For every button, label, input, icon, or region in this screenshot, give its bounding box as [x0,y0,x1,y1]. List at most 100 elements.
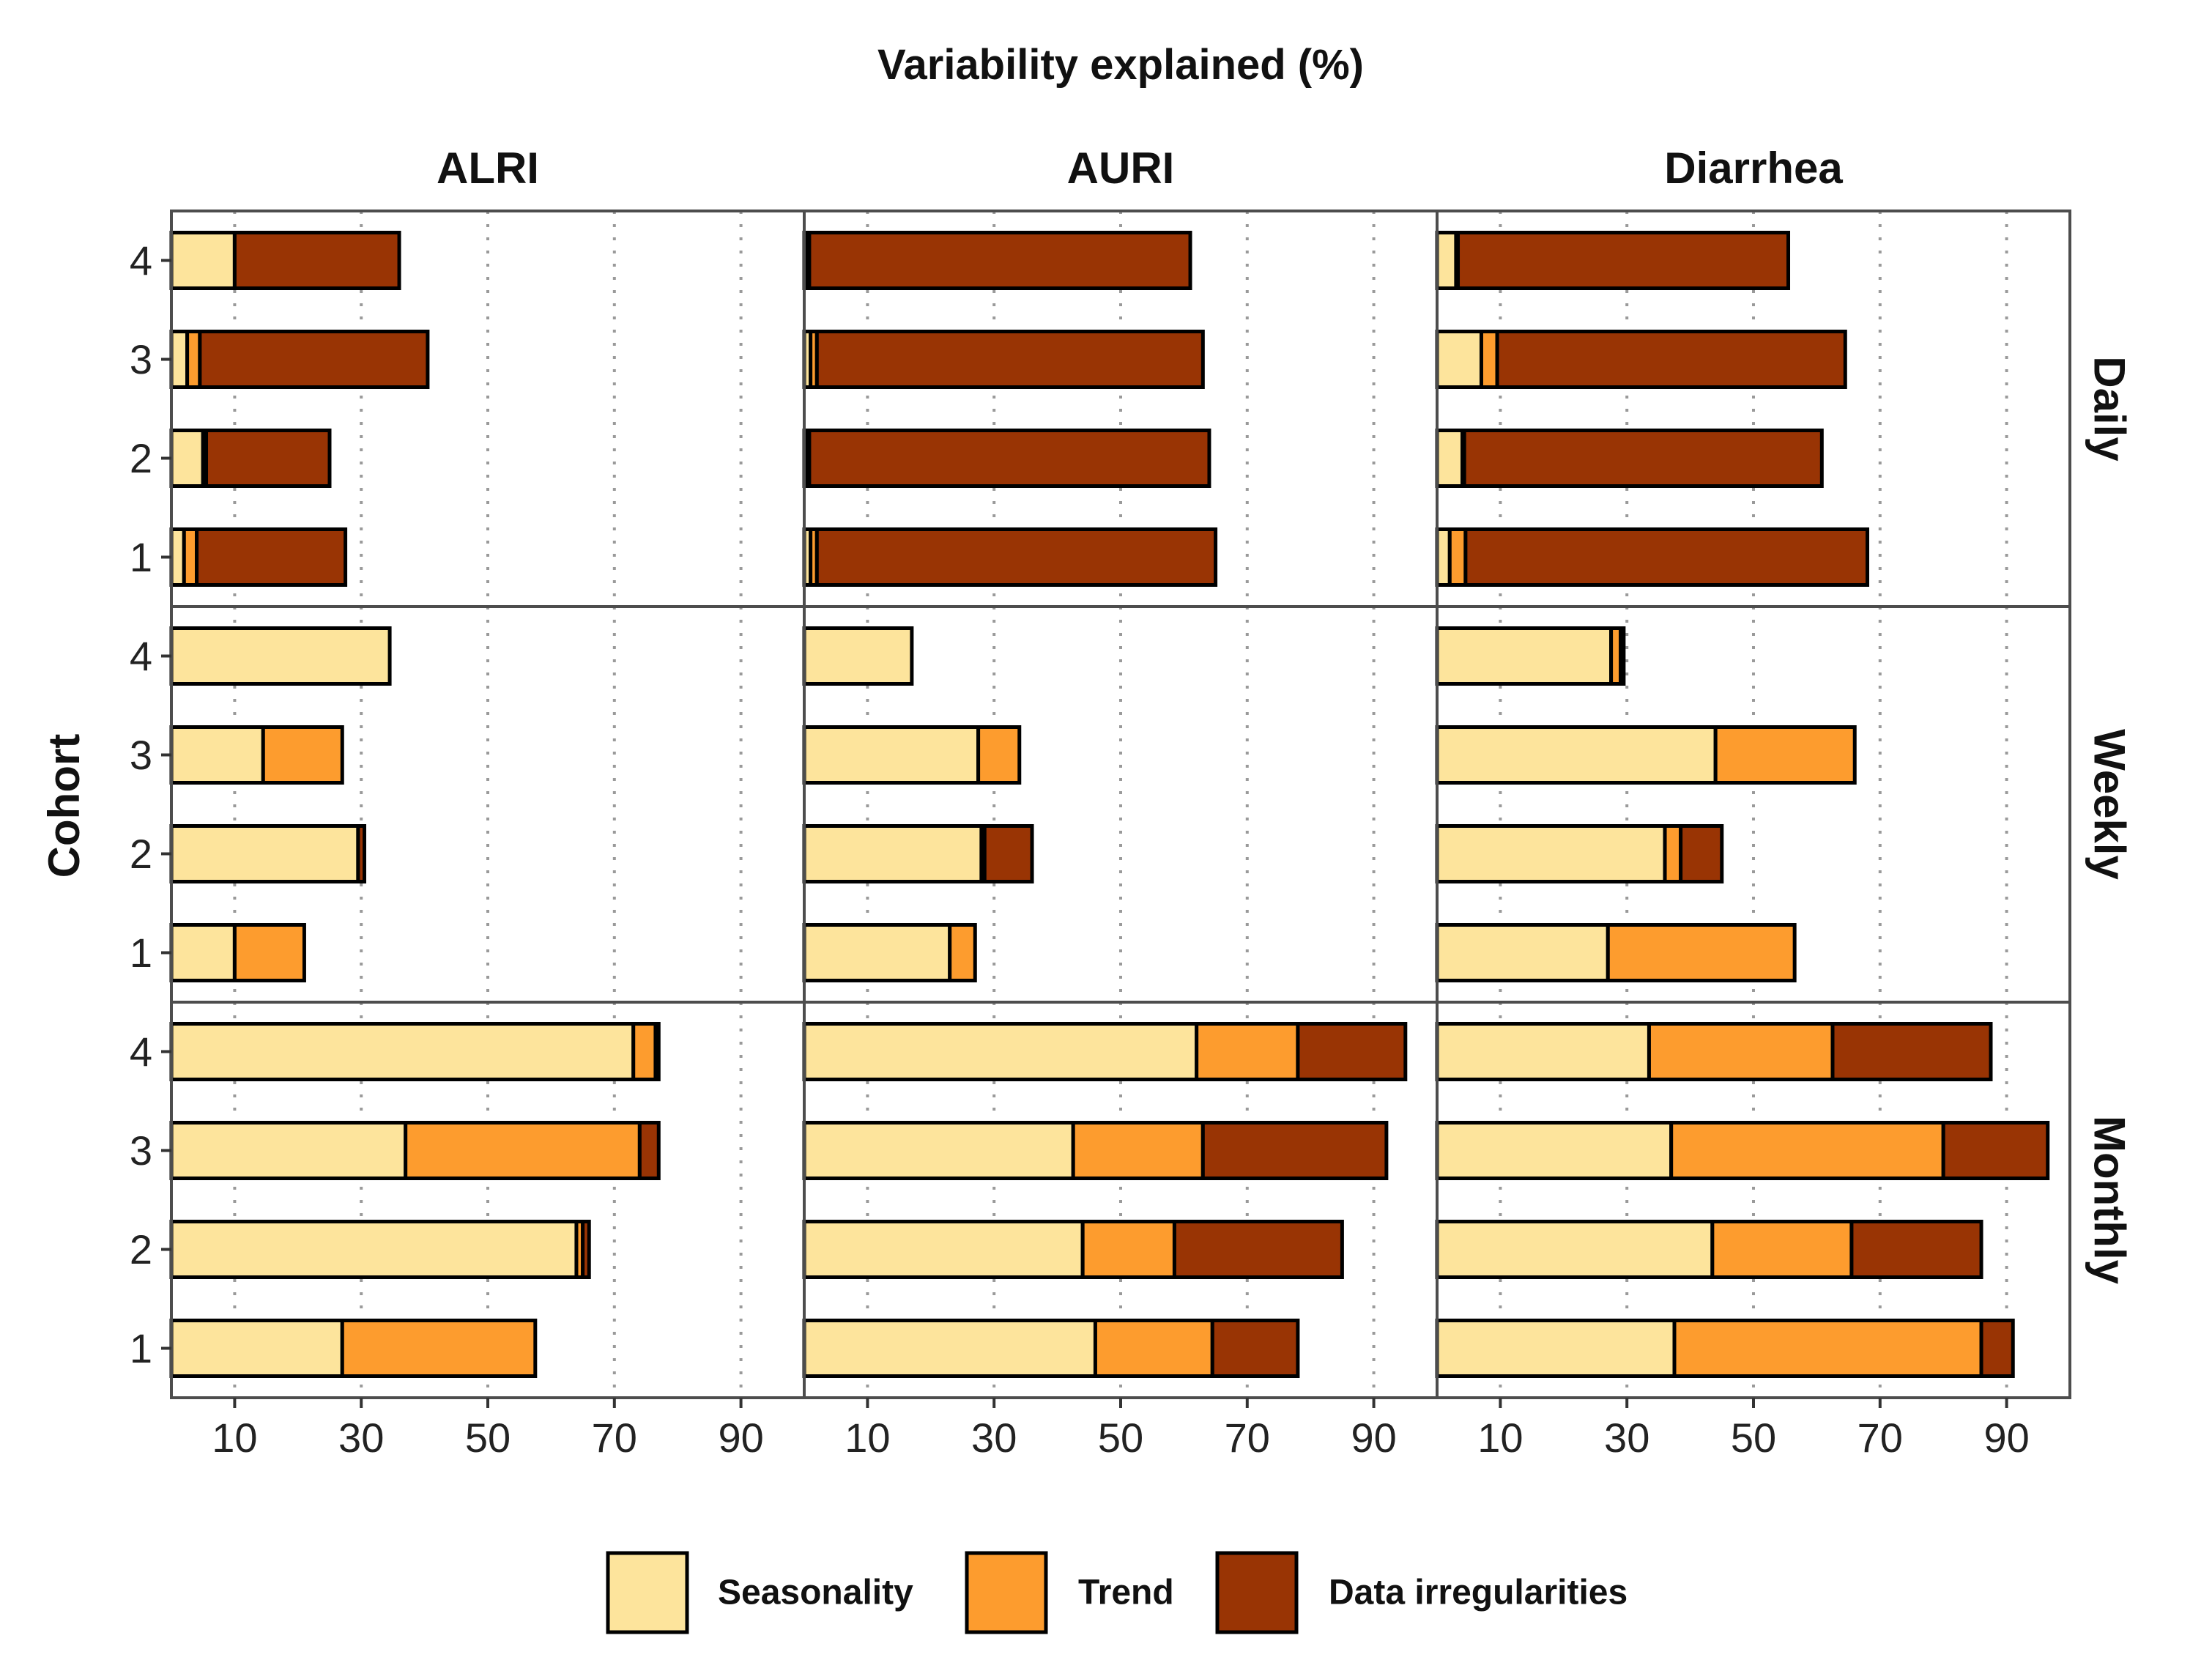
bar-monthly-alri-cohort-1-seasonality [169,1319,344,1378]
bar-daily-auri-cohort-4-data-irregularities [807,231,1192,290]
x-tick-label-diarrhea-70: 70 [1857,1415,1903,1461]
bar-daily-alri-cohort-2-seasonality [169,429,205,488]
panel-monthly-auri [802,1001,1439,1399]
y-axis-label: Cohort [40,734,89,878]
bar-monthly-alri-cohort-1-trend [340,1319,538,1378]
bar-daily-alri-cohort-3-trend [185,330,202,389]
strip-label-weekly: Weekly [2085,729,2134,880]
bar-weekly-auri-cohort-2-seasonality [802,824,984,883]
bar-daily-alri-cohort-3-data-irregularities [198,330,430,389]
bar-weekly-auri-cohort-1-seasonality [802,923,952,982]
bar-monthly-diarrhea-cohort-1-trend [1672,1319,1983,1378]
bar-monthly-auri-cohort-2-seasonality [802,1220,1085,1279]
x-tick-label-diarrhea-10: 10 [1477,1415,1523,1461]
x-tick-label-diarrhea-90: 90 [1983,1415,2029,1461]
bar-monthly-alri-cohort-4-seasonality [169,1022,636,1081]
bar-monthly-diarrhea-cohort-2-trend [1710,1220,1854,1279]
strip-label-diarrhea: Diarrhea [1664,144,1843,193]
bar-monthly-alri-cohort-3-seasonality [169,1121,408,1180]
x-tick-label-auri-70: 70 [1225,1415,1270,1461]
panel-monthly-diarrhea [1435,1001,2071,1399]
bar-monthly-auri-cohort-2-trend [1080,1220,1176,1279]
bar-monthly-alri-cohort-2-seasonality [169,1220,579,1279]
bar-monthly-auri-cohort-2-data-irregularities [1172,1220,1344,1279]
legend-swatch-trend [965,1551,1048,1634]
legend-label-seasonality: Seasonality [718,1574,913,1612]
y-tick-label-weekly-2: 2 [130,831,152,877]
y-tick-label-daily-2: 2 [130,435,152,481]
x-tick-label-auri-90: 90 [1351,1415,1396,1461]
x-tick-label-alri-90: 90 [718,1415,763,1461]
bar-monthly-diarrhea-cohort-2-seasonality [1435,1220,1715,1279]
y-tick-label-monthly-2: 2 [130,1226,152,1272]
panel-weekly-diarrhea [1435,605,2071,1004]
x-tick-label-diarrhea-50: 50 [1731,1415,1776,1461]
bar-monthly-diarrhea-cohort-4-seasonality [1435,1022,1651,1081]
y-tick-label-weekly-4: 4 [130,633,152,679]
strip-label-monthly: Monthly [2085,1116,2134,1285]
bar-monthly-auri-cohort-3-data-irregularities [1200,1121,1389,1180]
y-tick-label-daily-1: 1 [130,534,152,580]
bar-monthly-auri-cohort-1-seasonality [802,1319,1097,1378]
bar-daily-auri-cohort-2-data-irregularities [807,429,1211,488]
bar-weekly-diarrhea-cohort-2-trend [1663,824,1683,883]
legend-swatch-seasonality [606,1551,689,1634]
bar-monthly-alri-cohort-4-data-irregularities [653,1022,661,1081]
bar-weekly-auri-cohort-3-seasonality [802,725,981,785]
bar-weekly-alri-cohort-2-data-irregularities [356,824,367,883]
bar-monthly-auri-cohort-1-trend [1093,1319,1214,1378]
x-tick-label-alri-30: 30 [338,1415,384,1461]
y-tick-label-monthly-1: 1 [130,1325,152,1371]
bar-monthly-auri-cohort-1-data-irregularities [1210,1319,1300,1378]
legend-label-trend: Trend [1078,1574,1174,1612]
bar-daily-diarrhea-cohort-3-seasonality [1435,330,1483,389]
panel-weekly-alri [169,605,806,1004]
bar-monthly-diarrhea-cohort-4-trend [1647,1022,1835,1081]
bar-daily-alri-cohort-1-data-irregularities [195,527,348,587]
y-tick-label-monthly-4: 4 [130,1029,152,1075]
bar-weekly-alri-cohort-1-trend [232,923,306,982]
panel-daily-diarrhea [1435,210,2071,608]
bar-weekly-alri-cohort-4-seasonality [169,626,392,686]
bar-weekly-auri-cohort-1-trend [948,923,977,982]
bar-monthly-alri-cohort-2-data-irregularities [581,1220,591,1279]
bar-daily-alri-cohort-2-data-irregularities [204,429,332,488]
bar-weekly-diarrhea-cohort-4-data-irregularities [1619,626,1626,686]
bar-weekly-diarrhea-cohort-2-data-irregularities [1679,824,1724,883]
bar-daily-diarrhea-cohort-1-trend [1447,527,1468,587]
bar-daily-diarrhea-cohort-1-data-irregularities [1463,527,1870,587]
bar-monthly-auri-cohort-3-seasonality [802,1121,1075,1180]
bar-daily-diarrhea-cohort-2-data-irregularities [1462,429,1824,488]
bar-weekly-diarrhea-cohort-4-seasonality [1435,626,1614,686]
bar-monthly-diarrhea-cohort-3-trend [1669,1121,1945,1180]
bar-weekly-auri-cohort-4-seasonality [802,626,914,686]
bar-monthly-diarrhea-cohort-3-seasonality [1435,1121,1674,1180]
bar-monthly-auri-cohort-3-trend [1071,1121,1205,1180]
bar-weekly-diarrhea-cohort-3-trend [1713,725,1857,785]
panel-daily-auri [802,210,1439,608]
bar-daily-alri-cohort-4-seasonality [169,231,237,290]
bar-weekly-alri-cohort-2-seasonality [169,824,360,883]
bar-weekly-diarrhea-cohort-1-trend [1606,923,1797,982]
bar-weekly-auri-cohort-2-data-irregularities [982,824,1034,883]
bar-monthly-alri-cohort-3-trend [404,1121,642,1180]
bar-weekly-diarrhea-cohort-1-seasonality [1435,923,1610,982]
bar-monthly-alri-cohort-3-data-irregularities [637,1121,661,1180]
bar-monthly-alri-cohort-4-trend [631,1022,658,1081]
bar-monthly-diarrhea-cohort-2-data-irregularities [1849,1220,1983,1279]
strip-label-alri: ALRI [437,144,539,193]
legend-swatch-data-irregularities [1215,1551,1299,1634]
legend-label-data-irregularities: Data irregularities [1329,1574,1628,1612]
bar-daily-alri-cohort-4-data-irregularities [232,231,401,290]
x-tick-label-auri-30: 30 [971,1415,1017,1461]
x-tick-label-alri-50: 50 [465,1415,511,1461]
bar-monthly-diarrhea-cohort-4-data-irregularities [1830,1022,1993,1081]
strip-label-daily: Daily [2085,356,2134,462]
panels-layer: ALRI AURI Diarrhea Daily Weekly Monthly 1 2 3 4 1 2… [130,144,2134,1461]
y-tick-label-daily-4: 4 [130,237,152,284]
bar-monthly-auri-cohort-4-seasonality [802,1022,1199,1081]
bar-daily-diarrhea-cohort-4-seasonality [1435,231,1458,290]
strip-label-auri: AURI [1067,144,1175,193]
panel-daily-alri [169,210,806,608]
